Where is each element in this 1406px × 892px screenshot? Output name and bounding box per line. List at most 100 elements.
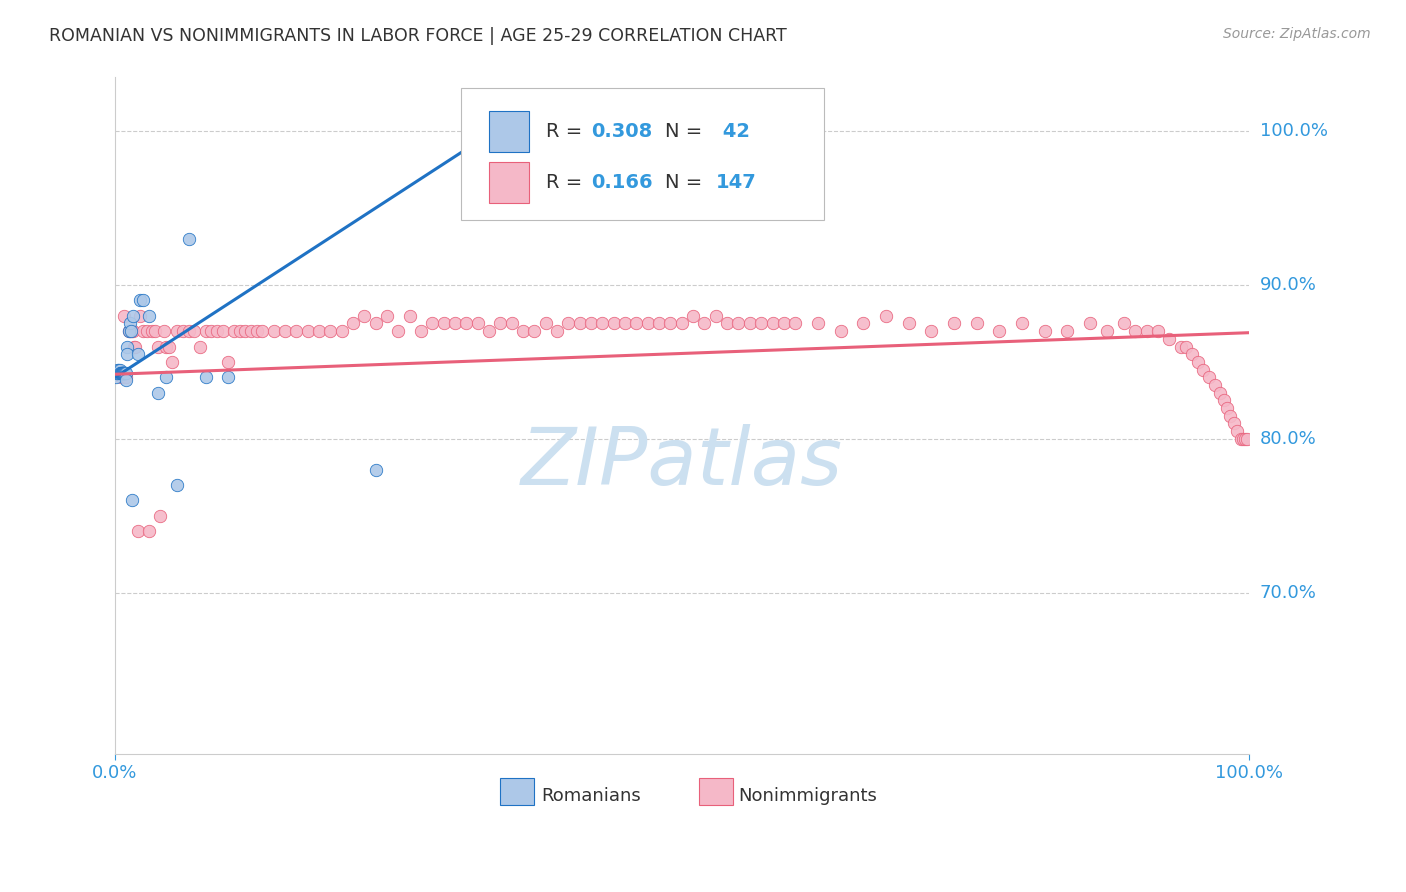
Point bbox=[523, 324, 546, 338]
Point bbox=[897, 317, 920, 331]
Point bbox=[308, 324, 330, 338]
Text: 147: 147 bbox=[716, 173, 756, 192]
Point bbox=[785, 317, 807, 331]
Point bbox=[122, 324, 145, 338]
Point bbox=[117, 340, 139, 354]
Point bbox=[614, 317, 637, 331]
FancyBboxPatch shape bbox=[501, 778, 534, 805]
Point bbox=[111, 366, 134, 380]
Point bbox=[117, 347, 139, 361]
Point bbox=[172, 324, 194, 338]
Point bbox=[114, 366, 136, 380]
Point bbox=[534, 317, 557, 331]
Point bbox=[920, 324, 942, 338]
Point bbox=[108, 362, 131, 376]
Point bbox=[194, 324, 217, 338]
Point bbox=[263, 324, 285, 338]
Point bbox=[1234, 432, 1257, 446]
Point bbox=[217, 355, 239, 369]
Point bbox=[105, 366, 128, 380]
Point bbox=[141, 324, 163, 338]
Point bbox=[433, 317, 456, 331]
Point bbox=[200, 324, 222, 338]
Point bbox=[875, 309, 897, 323]
Point bbox=[155, 370, 177, 384]
Point bbox=[166, 324, 188, 338]
Point bbox=[1056, 324, 1078, 338]
Point bbox=[110, 366, 132, 380]
Point bbox=[387, 324, 409, 338]
Point bbox=[297, 324, 319, 338]
Point bbox=[478, 324, 501, 338]
Point bbox=[1170, 340, 1192, 354]
Point bbox=[342, 317, 364, 331]
Point bbox=[738, 317, 761, 331]
Point bbox=[364, 462, 387, 476]
Point bbox=[115, 366, 138, 380]
Text: 0.166: 0.166 bbox=[591, 173, 652, 192]
Point bbox=[568, 317, 591, 331]
Point bbox=[1198, 370, 1220, 384]
Point bbox=[1219, 409, 1241, 423]
Point bbox=[115, 370, 138, 384]
Point bbox=[124, 340, 146, 354]
Point bbox=[988, 324, 1011, 338]
Point bbox=[111, 366, 134, 380]
Point bbox=[353, 309, 375, 323]
Point bbox=[194, 370, 217, 384]
Point bbox=[132, 324, 155, 338]
Point bbox=[110, 370, 132, 384]
Point bbox=[160, 355, 183, 369]
Point bbox=[1011, 317, 1033, 331]
Point bbox=[1033, 324, 1056, 338]
FancyBboxPatch shape bbox=[699, 778, 733, 805]
Point bbox=[118, 324, 141, 338]
Text: Source: ZipAtlas.com: Source: ZipAtlas.com bbox=[1223, 27, 1371, 41]
Point bbox=[579, 317, 602, 331]
Point bbox=[110, 366, 132, 380]
Point bbox=[274, 324, 297, 338]
Text: 100.0%: 100.0% bbox=[1260, 122, 1327, 140]
Text: R =: R = bbox=[546, 122, 588, 141]
Point bbox=[1123, 324, 1146, 338]
Point bbox=[146, 340, 169, 354]
Point bbox=[107, 362, 129, 376]
Point bbox=[807, 317, 830, 331]
Point bbox=[1209, 385, 1232, 400]
Text: 80.0%: 80.0% bbox=[1260, 430, 1316, 448]
Point bbox=[704, 309, 727, 323]
Point bbox=[942, 317, 965, 331]
Text: 90.0%: 90.0% bbox=[1260, 276, 1316, 294]
Point bbox=[111, 366, 134, 380]
Point bbox=[138, 309, 160, 323]
Point bbox=[375, 309, 398, 323]
Point bbox=[501, 317, 523, 331]
Point bbox=[648, 317, 671, 331]
Point bbox=[637, 317, 659, 331]
Point bbox=[716, 317, 738, 331]
FancyBboxPatch shape bbox=[489, 112, 529, 152]
Point bbox=[149, 508, 172, 523]
Point bbox=[671, 317, 693, 331]
Point bbox=[1192, 362, 1215, 376]
Point bbox=[1223, 417, 1246, 431]
Point bbox=[319, 324, 342, 338]
Point bbox=[1095, 324, 1118, 338]
Point bbox=[146, 385, 169, 400]
Point bbox=[111, 366, 134, 380]
Point bbox=[107, 362, 129, 376]
Point bbox=[1232, 432, 1254, 446]
Point bbox=[114, 366, 136, 380]
Point bbox=[456, 317, 478, 331]
Point bbox=[121, 324, 143, 338]
Point bbox=[240, 324, 263, 338]
Text: Romanians: Romanians bbox=[541, 787, 641, 805]
Point bbox=[129, 309, 152, 323]
Point bbox=[1181, 347, 1204, 361]
Point bbox=[1078, 317, 1101, 331]
Point bbox=[111, 366, 134, 380]
Text: 70.0%: 70.0% bbox=[1260, 583, 1316, 601]
Text: 0.308: 0.308 bbox=[591, 122, 652, 141]
Point bbox=[177, 232, 200, 246]
Point bbox=[105, 366, 128, 380]
